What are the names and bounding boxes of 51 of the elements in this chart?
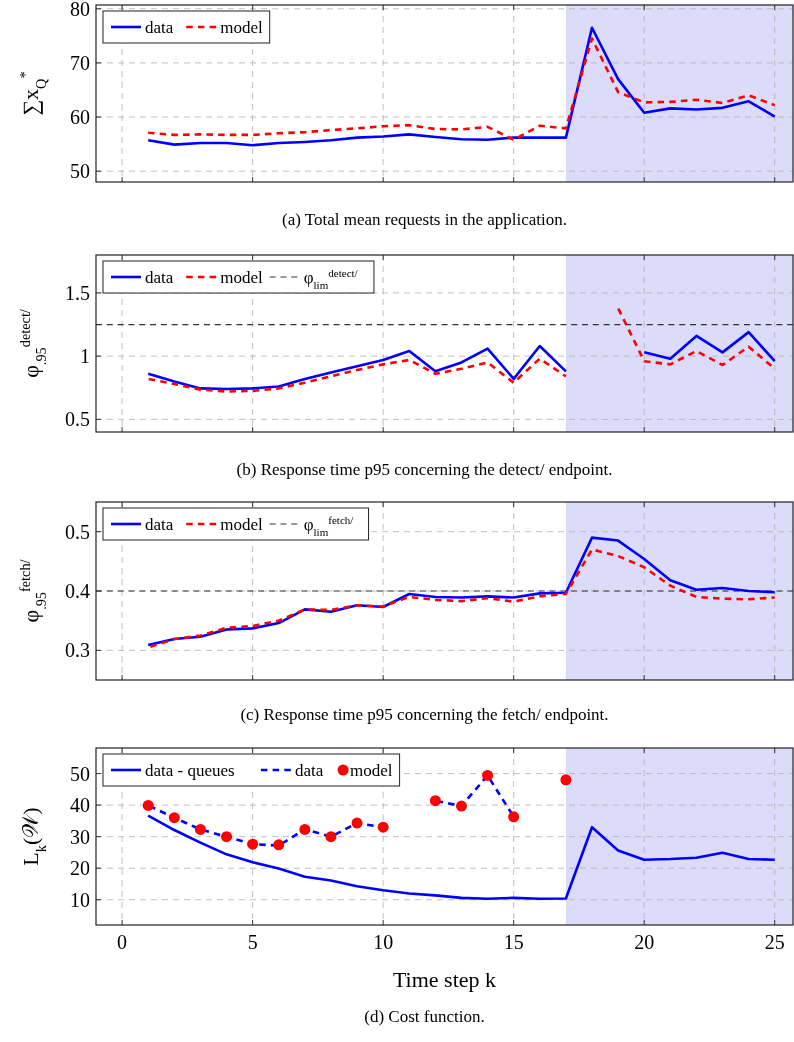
y-tick-label: 20 xyxy=(70,857,90,880)
point xyxy=(299,823,311,835)
point xyxy=(482,769,494,781)
legend-label: data xyxy=(145,267,174,287)
point xyxy=(429,795,441,807)
point xyxy=(194,823,206,835)
legend-label: model xyxy=(220,514,263,534)
point xyxy=(142,799,154,811)
legend-label: data xyxy=(145,17,174,37)
y-tick-label: 40 xyxy=(70,794,90,817)
y-tick-label: 1 xyxy=(80,345,90,368)
y-tick-label: 0.4 xyxy=(65,580,90,602)
y-tick-label: 70 xyxy=(70,51,90,74)
point xyxy=(273,839,285,851)
text: (c) Response time p95 concerning the fetch/ endpoint. xyxy=(240,705,609,724)
legend-label: data - queues xyxy=(145,760,235,780)
text: (a) Total mean requests in the application. xyxy=(281,210,568,229)
x-tick-label: 10 xyxy=(373,931,394,953)
y-tick-label: 10 xyxy=(70,888,90,911)
x-tick-label: 0 xyxy=(117,931,128,953)
legend-label: model xyxy=(220,17,263,37)
line-series xyxy=(146,814,777,901)
legend-label: model xyxy=(220,267,263,287)
y-tick-label: 30 xyxy=(70,825,90,848)
text: (b) Response time p95 concerning the detect/ endpoint. xyxy=(236,460,613,479)
point xyxy=(325,831,337,843)
legend-label: model xyxy=(350,760,393,780)
point xyxy=(247,838,259,850)
y-tick-label: 50 xyxy=(70,762,90,785)
point xyxy=(455,800,467,812)
legend-label: data xyxy=(145,514,174,534)
x-tick-label: 25 xyxy=(764,931,785,953)
y-tick-label: 0.3 xyxy=(65,639,90,662)
point xyxy=(351,817,363,829)
x-axis-title: Time step k xyxy=(392,967,497,992)
x-tick-label: 20 xyxy=(634,931,655,953)
y-tick-label: 0.5 xyxy=(65,408,90,431)
y-tick-label: 50 xyxy=(70,160,90,183)
point xyxy=(508,811,520,823)
point xyxy=(221,831,233,843)
x-tick-label: 5 xyxy=(247,931,258,953)
y-tick-label: 1.5 xyxy=(65,281,90,304)
y-tick-label: 0.5 xyxy=(65,520,90,543)
point xyxy=(560,774,572,786)
point xyxy=(168,812,180,824)
text: (d) Cost function. xyxy=(364,1007,485,1026)
point xyxy=(377,821,389,833)
x-tick-label: 15 xyxy=(503,931,524,953)
legend-label: data xyxy=(294,760,324,780)
y-tick-label: 60 xyxy=(70,106,90,129)
y-tick-label: 80 xyxy=(70,0,90,20)
